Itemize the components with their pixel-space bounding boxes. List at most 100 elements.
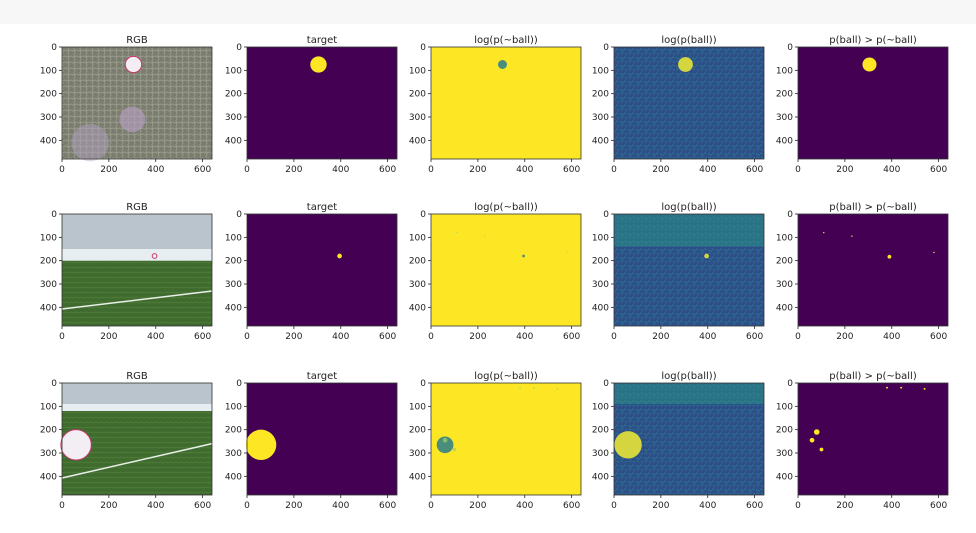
x-tick-label: 600 <box>194 332 211 342</box>
y-tick-label: 400 <box>776 303 793 313</box>
y-tick-label: 400 <box>40 136 57 146</box>
x-tick-label: 200 <box>285 165 302 175</box>
y-tick-label: 300 <box>592 449 609 459</box>
bright-band <box>614 383 764 404</box>
predicted-blob <box>862 57 877 72</box>
panel-r3-c4: log(p(ball)) 0 200 400 600 0 100 200 300 400 <box>592 371 765 511</box>
field-marking <box>119 106 146 133</box>
panel-r3-c3: log(p(~ball)) 0 200 400 600 0 100 200 300 400 <box>409 371 582 511</box>
low-prob-speck <box>556 387 559 390</box>
x-tick-label: 200 <box>100 165 117 175</box>
x-tick-label: 600 <box>930 332 947 342</box>
pitch-line <box>61 442 213 479</box>
panel-title: target <box>307 371 337 382</box>
predicted-blob <box>900 386 903 389</box>
x-tick-label: 0 <box>59 332 65 342</box>
panel-r1-c3: log(p(~ball)) 0 200 400 600 0 100 200 300 400 <box>409 35 582 175</box>
x-tick-label: 0 <box>244 501 250 511</box>
target-ball <box>337 253 342 259</box>
y-tick-label: 300 <box>776 449 793 459</box>
y-tick-label: 0 <box>51 379 57 389</box>
panel-title: p(ball) > p(~ball) <box>829 371 917 382</box>
x-tick-label: 600 <box>930 165 947 175</box>
predicted-blob <box>809 437 815 443</box>
predicted-blob <box>923 387 926 390</box>
panel-title: RGB <box>126 202 148 213</box>
notebook-output-header <box>0 0 976 24</box>
x-tick-label: 400 <box>332 501 349 511</box>
x-tick-label: 400 <box>699 501 716 511</box>
target-ball <box>245 429 277 461</box>
decision-mask <box>798 383 948 495</box>
y-tick-label: 100 <box>225 233 242 243</box>
low-prob-speck <box>452 447 457 452</box>
y-tick-label: 0 <box>236 210 242 220</box>
panel-r3-c2: target 0 200 400 600 0 100 200 300 400 <box>225 371 398 511</box>
panel-title: log(p(~ball)) <box>474 371 538 382</box>
low-prob-speck <box>566 251 568 254</box>
panel-r2-c5: p(ball) > p(~ball) 0 200 400 600 0 100 200 300 40… <box>776 202 949 342</box>
x-tick-label: 400 <box>699 165 716 175</box>
neg-logprob-map <box>431 214 581 326</box>
x-tick-label: 200 <box>100 501 117 511</box>
y-tick-label: 400 <box>592 472 609 482</box>
predicted-blob <box>933 251 935 254</box>
y-tick-label: 0 <box>603 43 609 53</box>
x-tick-label: 0 <box>244 332 250 342</box>
x-tick-label: 600 <box>379 332 396 342</box>
y-tick-label: 100 <box>776 233 793 243</box>
pitch-line <box>61 290 213 310</box>
y-tick-label: 300 <box>40 449 57 459</box>
panel-title: log(p(~ball)) <box>474 202 538 213</box>
y-tick-label: 300 <box>776 113 793 123</box>
x-tick-label: 0 <box>59 501 65 511</box>
x-tick-label: 600 <box>930 501 947 511</box>
low-prob-speck <box>442 437 448 443</box>
ball <box>151 253 158 259</box>
panel-title: target <box>307 35 337 46</box>
low-prob-region <box>522 254 525 258</box>
x-tick-label: 600 <box>563 501 580 511</box>
y-tick-label: 400 <box>776 136 793 146</box>
high-prob-region <box>614 431 642 459</box>
x-tick-label: 200 <box>652 165 669 175</box>
y-tick-label: 0 <box>420 379 426 389</box>
bright-band <box>614 214 764 247</box>
panel-frame <box>430 46 582 160</box>
x-tick-label: 200 <box>836 332 853 342</box>
y-tick-label: 300 <box>409 113 426 123</box>
y-tick-label: 200 <box>225 90 242 100</box>
y-tick-label: 200 <box>225 426 242 436</box>
x-tick-label: 400 <box>883 501 900 511</box>
low-prob-region <box>436 436 454 454</box>
y-tick-label: 300 <box>409 449 426 459</box>
x-tick-label: 0 <box>795 501 801 511</box>
x-tick-label: 0 <box>59 165 65 175</box>
y-tick-label: 400 <box>776 472 793 482</box>
panel-frame <box>613 213 765 327</box>
field-marking <box>71 124 109 162</box>
panel-frame <box>613 382 765 496</box>
x-tick-label: 0 <box>795 165 801 175</box>
y-tick-label: 0 <box>420 43 426 53</box>
y-tick-label: 100 <box>225 66 242 76</box>
x-tick-label: 200 <box>469 165 486 175</box>
y-tick-label: 100 <box>40 66 57 76</box>
x-tick-label: 600 <box>746 501 763 511</box>
y-tick-label: 300 <box>592 280 609 290</box>
panel-title: log(p(~ball)) <box>474 35 538 46</box>
target-ball <box>310 56 327 73</box>
x-tick-label: 400 <box>516 501 533 511</box>
decision-mask <box>798 214 948 326</box>
y-tick-label: 300 <box>225 280 242 290</box>
x-tick-label: 0 <box>428 165 434 175</box>
y-tick-label: 300 <box>776 280 793 290</box>
y-tick-label: 200 <box>776 90 793 100</box>
y-tick-label: 200 <box>409 257 426 267</box>
low-prob-speck <box>484 235 486 237</box>
y-tick-label: 100 <box>592 233 609 243</box>
panel-frame <box>246 213 398 327</box>
y-tick-label: 300 <box>225 113 242 123</box>
x-tick-label: 0 <box>244 165 250 175</box>
panel-r2-c2: target 0 200 400 600 0 100 200 300 400 <box>225 202 398 342</box>
